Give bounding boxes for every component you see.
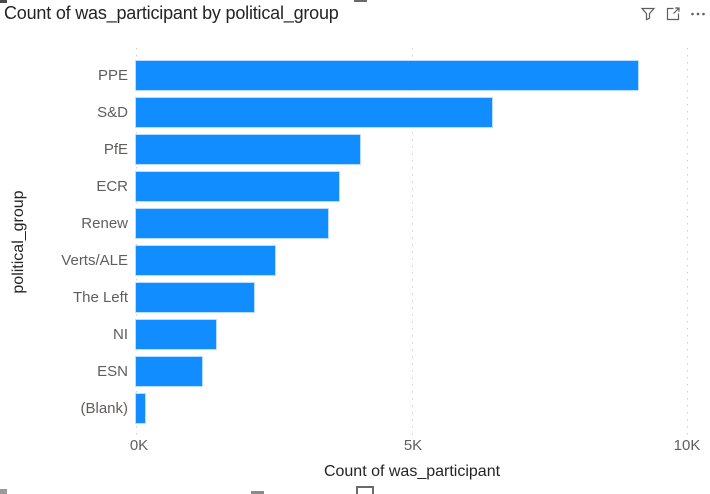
bar-row — [134, 316, 688, 353]
bar-(Blank)[interactable] — [135, 393, 146, 424]
x-tick-label-10k: 10K — [673, 437, 701, 454]
category-label: S&D — [97, 104, 128, 121]
visual-header-toolbar — [640, 6, 706, 22]
category-label: ESN — [97, 363, 128, 380]
bar-Verts/ALE[interactable] — [134, 245, 277, 276]
bar-row — [134, 242, 688, 279]
category-label: Verts/ALE — [61, 252, 128, 269]
bar-row — [135, 390, 688, 427]
screen-edge-artifact — [356, 486, 374, 494]
chart-title: Count of was_participant by political_gr… — [4, 3, 339, 23]
bar-row — [134, 94, 688, 131]
plot-area — [134, 48, 688, 437]
bar-row — [134, 168, 688, 205]
category-label: ECR — [96, 178, 128, 195]
bar-row — [134, 57, 688, 94]
category-label: PPE — [97, 67, 128, 84]
bar-Renew[interactable] — [135, 208, 329, 239]
bar-row — [134, 353, 688, 390]
screen-edge-artifact — [251, 491, 264, 494]
gridline-5k — [412, 48, 413, 437]
screen-edge-artifact — [0, 489, 7, 494]
x-tick-label-0k: 0K — [129, 437, 149, 454]
bar-ECR[interactable] — [134, 171, 341, 202]
screen-edge-artifact — [354, 0, 367, 2]
bar-PPE[interactable] — [134, 60, 640, 91]
x-tick-label-5k: 5K — [403, 437, 423, 454]
category-label: The Left — [72, 289, 128, 306]
category-labels: PPE S&D PfE ECR Renew Verts/ALE The Left NI ESN (… — [0, 57, 128, 427]
bar-S&D[interactable] — [134, 97, 494, 128]
category-label: (Blank) — [80, 400, 128, 417]
bar-row — [134, 279, 688, 316]
category-label: Renew — [81, 215, 128, 232]
x-axis-title: Count of was_participant — [323, 463, 501, 480]
filter-icon[interactable] — [640, 6, 656, 22]
more-options-icon[interactable] — [690, 6, 706, 22]
bar-rows — [134, 57, 688, 427]
bar-The Left[interactable] — [134, 282, 256, 313]
category-label: PfE — [103, 141, 128, 158]
bar-NI[interactable] — [134, 319, 218, 350]
category-label: NI — [113, 326, 128, 343]
bar-PfE[interactable] — [135, 134, 361, 165]
gridline-0k — [136, 48, 137, 437]
bar-row — [135, 131, 688, 168]
gridline-10k — [687, 48, 688, 437]
bar-ESN[interactable] — [134, 356, 204, 387]
screen-edge-artifact — [0, 0, 7, 3]
focus-mode-icon[interactable] — [665, 6, 681, 22]
bar-row — [135, 205, 688, 242]
